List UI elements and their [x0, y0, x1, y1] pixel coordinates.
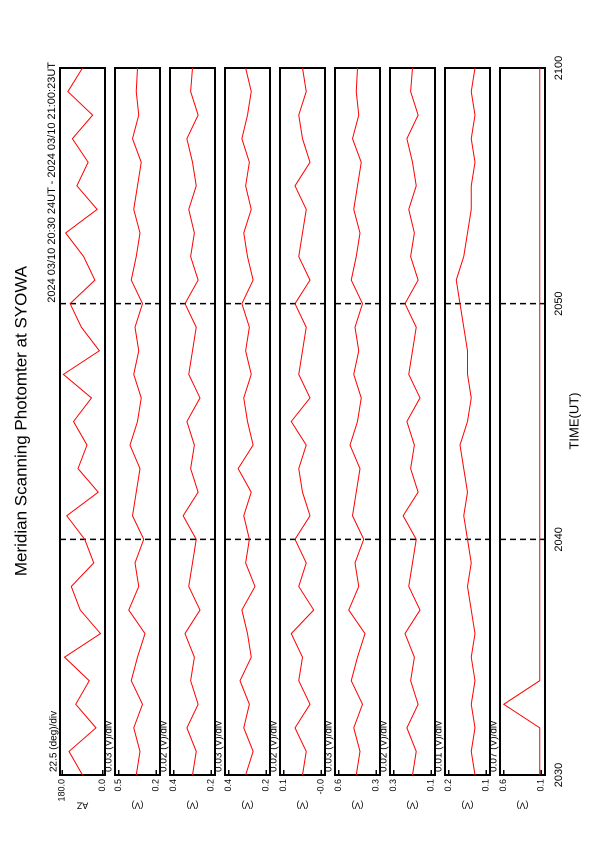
y-tick-label: 0.3 — [388, 779, 398, 792]
chart-title: Meridian Scanning Photomter at SYOWA — [11, 265, 30, 576]
panel-frame — [499, 67, 546, 776]
y-tick-label: 0.1 — [481, 779, 491, 792]
scale-label: 0.03 (V)/div — [104, 721, 115, 772]
y-tick-label: 0.2 — [151, 779, 161, 792]
y-tick-label: 0.6 — [498, 779, 508, 792]
scale-label: 0.02 (V)/div — [269, 721, 280, 772]
scale-label: 0.03 (V)/div — [214, 721, 225, 772]
y-tick-label: 0.4 — [223, 779, 233, 792]
y-tick-label: 0.2 — [443, 779, 453, 792]
series-line — [62, 67, 102, 776]
y-tick-label: 0.6 — [333, 779, 343, 792]
y-axis-label: (V) — [187, 801, 199, 811]
x-tick-label: 2040 — [553, 527, 565, 551]
scale-label: 0.07 (V)/div — [489, 721, 500, 772]
y-axis-label: (V) — [407, 801, 419, 811]
y-tick-label: 0.4 — [168, 779, 178, 792]
series-line — [455, 67, 476, 776]
y-tick-label: 0.1 — [536, 779, 546, 792]
y-axis-label: AZ — [76, 801, 88, 811]
y-tick-label: -0.0 — [316, 779, 326, 795]
series-line — [348, 67, 366, 776]
y-axis-label: (V) — [132, 801, 144, 811]
y-axis-label: (V) — [242, 801, 254, 811]
series-line — [290, 67, 315, 776]
series-line — [502, 68, 541, 775]
scale-label: 22.5 (deg)/div — [49, 711, 60, 772]
y-tick-label: 180.0 — [57, 779, 67, 802]
x-axis-label: TIME(UT) — [566, 392, 581, 449]
series-line — [128, 67, 146, 776]
y-axis-label: (V) — [297, 801, 309, 811]
y-tick-label: 0.3 — [371, 779, 381, 792]
x-tick-label: 2050 — [553, 291, 565, 315]
y-tick-label: 0.2 — [261, 779, 271, 792]
scale-label: 0.02 (V)/div — [379, 721, 390, 772]
scale-label: 0.01 (V)/div — [434, 721, 445, 772]
y-axis-label: (V) — [517, 801, 529, 811]
y-axis-label: (V) — [462, 801, 474, 811]
scale-label: 0.02 (V)/div — [159, 721, 170, 772]
y-tick-label: 0.1 — [426, 779, 436, 792]
y-tick-label: 0.0 — [97, 779, 107, 792]
series-line — [402, 67, 421, 776]
time-range: 2024 03/10 20:30 24UT - 2024 03/10 21:00… — [46, 62, 58, 303]
y-tick-label: 0.1 — [278, 779, 288, 792]
scale-label: 0.03 (V)/div — [324, 721, 335, 772]
series-line — [182, 67, 201, 776]
series-line — [237, 67, 256, 776]
x-tick-label: 2100 — [553, 56, 565, 80]
y-axis-label: (V) — [352, 801, 364, 811]
y-tick-label: 0.5 — [113, 779, 123, 792]
rotated-plot: Meridian Scanning Photomter at SYOWA 202… — [11, 56, 581, 811]
y-tick-label: 0.2 — [206, 779, 216, 792]
x-tick-label: 2030 — [553, 763, 565, 787]
